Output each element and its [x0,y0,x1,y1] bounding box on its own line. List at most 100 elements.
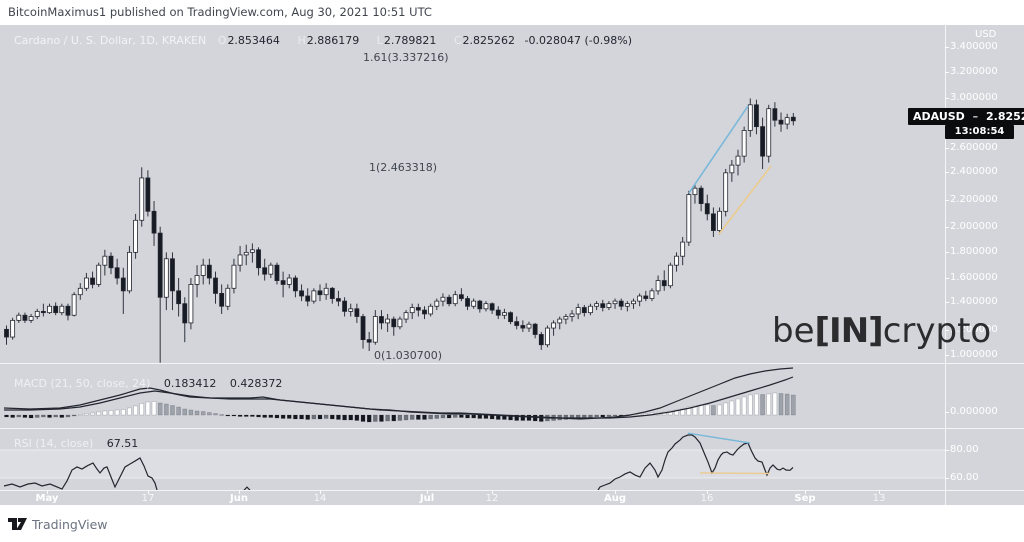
macd-indicator [3,367,796,423]
candle-down [772,108,778,121]
candle-down [754,104,759,128]
price-tick [945,330,949,331]
trendline[interactable] [688,105,749,194]
candle-down [422,309,427,315]
price-axis-label: 0.000000 [950,406,998,417]
macd-histogram-bar [170,405,175,416]
candle-up [440,296,446,302]
macd-histogram-bar [41,414,46,418]
price-tick [945,72,949,73]
rsi-band [0,449,945,479]
macd-histogram-bar [434,414,440,419]
trendline[interactable] [718,165,772,235]
candle-up [631,300,636,305]
candle-up [268,264,274,275]
macd-histogram-bar [299,414,304,420]
candle-down [760,126,765,157]
rsi-title: RSI (14, close) [14,437,94,450]
candle-up [667,264,673,287]
macd-histogram-bar [151,401,157,416]
watermark-bracket-open: [ [814,311,831,351]
macd-histogram-bar [90,412,95,416]
candle-up [551,322,556,329]
price-axis-label: 1.800000 [950,246,998,257]
macd-histogram-bar [428,414,433,420]
macd-histogram-bar [422,414,427,420]
candle-up [237,254,243,266]
watermark-crypto: crypto [882,311,992,351]
tradingview-logo-text[interactable]: TradingView [32,517,108,532]
price-axis-label: 1.400000 [950,296,998,307]
macd-title: MACD (21, 50, close, 24) [14,377,151,390]
candle-down [256,249,261,269]
watermark-bracket-close: ] [868,311,884,351]
macd-histogram-bar [717,404,722,416]
symbol-legend[interactable]: Cardano / U. S. Dollar, 1D, KRAKEN O2.85… [14,34,632,47]
candlestick-series [4,98,796,363]
candle-up [10,319,16,338]
price-trendlines[interactable] [688,105,772,235]
candle-down [366,339,372,343]
candle-up [784,117,790,125]
candle-down [495,309,501,316]
rsi-line [243,486,251,490]
macd-line [3,367,794,420]
candle-up [77,287,83,296]
candle-down [305,295,311,302]
macd-histogram-bar [305,414,310,420]
macd-legend[interactable]: MACD (21, 50, close, 24) 0.183412 0.4283… [14,377,282,390]
tag-symbol: ADAUSD [913,110,965,123]
candle-up [545,327,550,346]
high-value: 2.886179 [306,34,360,47]
price-tick [945,98,949,99]
candle-up [471,300,477,307]
candle-up [348,308,354,312]
macd-histogram-bar [588,414,593,418]
price-tick [945,478,949,479]
macd-histogram-bar [440,414,446,419]
symbol-title: Cardano / U. S. Dollar, 1D, KRAKEN [14,34,207,47]
macd-histogram-bar [373,414,378,422]
candle-up [624,303,630,307]
macd-histogram-bar [274,414,280,419]
macd-histogram-bar [194,410,200,416]
macd-histogram-bar [360,414,366,422]
chart-canvas[interactable] [0,25,1024,505]
macd-histogram-bar [366,414,372,423]
time-axis-label: Aug [603,493,627,504]
candle-up [28,316,34,321]
macd-histogram-bar [127,407,132,416]
rsi-trendline[interactable] [699,472,771,475]
candle-up [569,313,575,317]
candle-down [661,280,667,287]
macd-histogram-bar [452,414,458,418]
fib-level-label: 1(2.463318) [369,161,438,174]
macd-histogram-bar [416,414,421,420]
candle-up [139,177,145,221]
macd-histogram-bar [403,414,409,421]
tradingview-logo-icon[interactable] [8,516,28,532]
candle-up [188,284,194,324]
rsi-trendline[interactable] [687,432,751,444]
macd-histogram-bar [108,410,114,416]
macd-histogram-bar [483,414,489,419]
macd-histogram-bar [22,414,28,418]
candle-up [84,277,89,289]
close-label: C [453,34,462,47]
chart-region[interactable]: Cardano / U. S. Dollar, 1D, KRAKEN O2.85… [0,25,1024,505]
candle-up [502,312,507,316]
macd-histogram-bar [145,401,151,416]
macd-histogram-bar [250,414,255,417]
macd-histogram-bar [237,414,243,417]
price-axis-label: 2.600000 [950,142,998,153]
candle-down [415,307,421,311]
candle-up [286,277,292,285]
watermark-in: IN [829,311,869,351]
time-axis-label: 16 [700,493,714,504]
candle-up [563,316,569,320]
rsi-legend[interactable]: RSI (14, close) 67.51 [14,437,138,450]
candle-up [588,305,593,314]
macd-histogram-bar [182,408,188,416]
candle-down [489,303,495,311]
price-axis-label: 2.400000 [950,166,998,177]
